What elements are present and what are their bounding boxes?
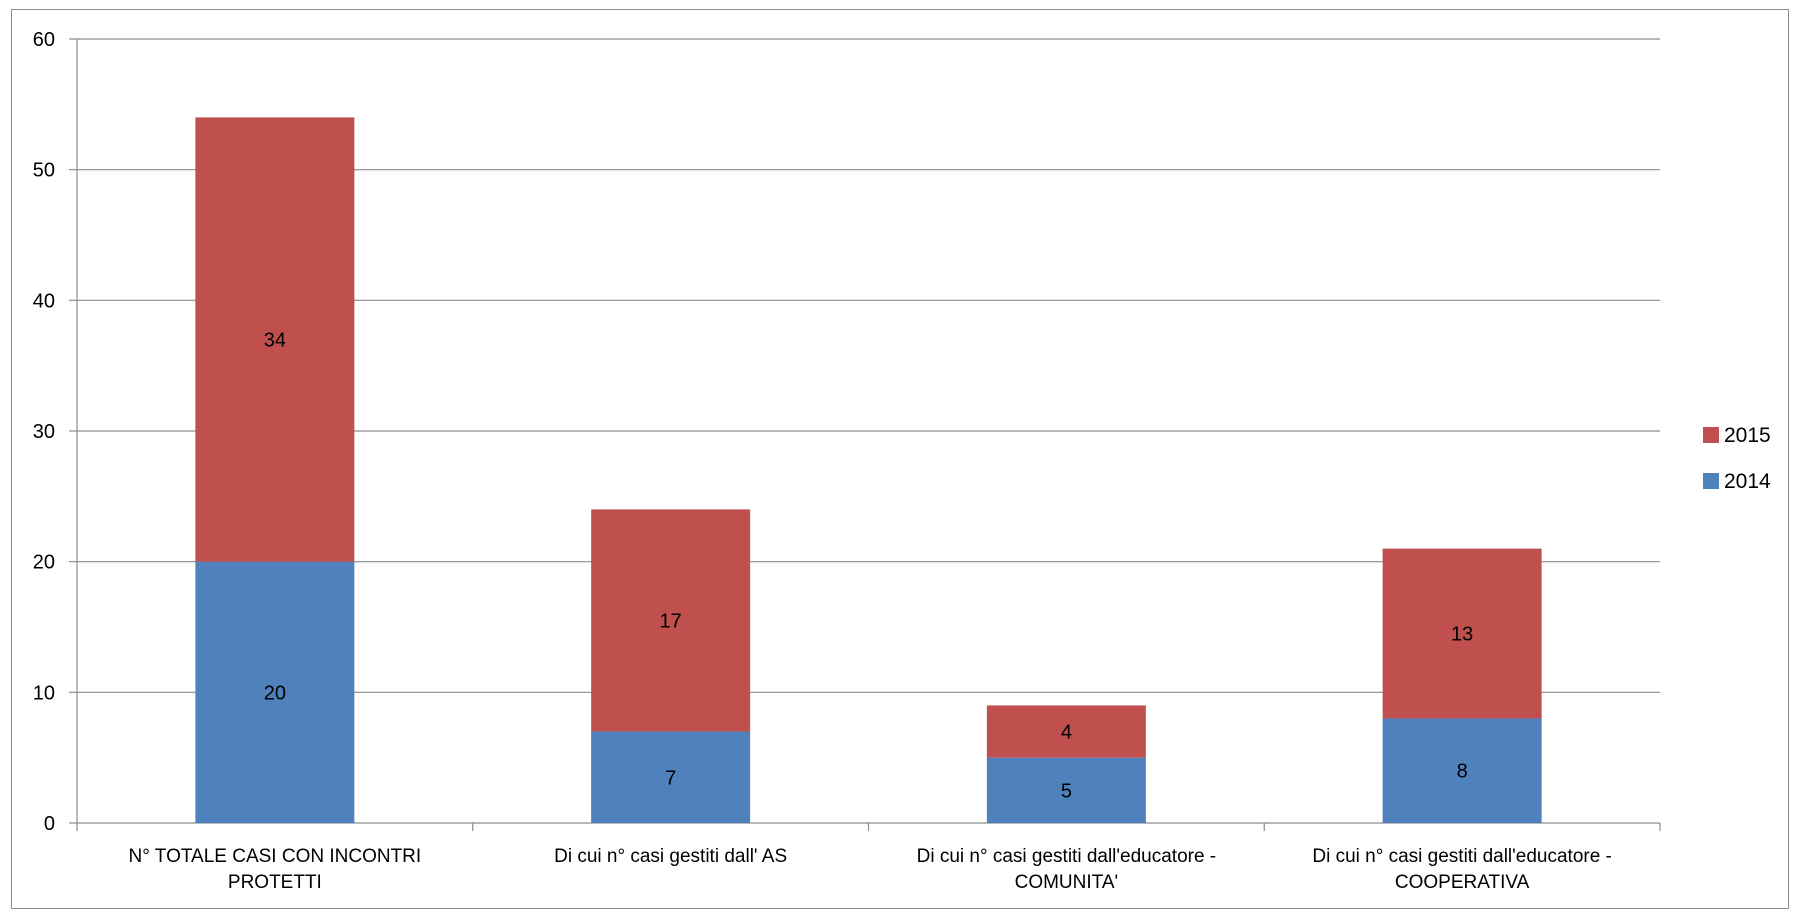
- legend-label-2014: 2014: [1724, 470, 1771, 493]
- data-label-2014-1: 20: [264, 682, 286, 704]
- legend-label-2015: 2015: [1724, 424, 1771, 447]
- x-category-label: Di cui n° casi gestiti dall'educatore -: [917, 846, 1217, 867]
- x-category-label: COMUNITA': [1015, 872, 1119, 893]
- y-tick-label: 10: [33, 682, 55, 704]
- y-tick-label: 0: [44, 813, 55, 835]
- bar-2014-3: [986, 757, 1146, 823]
- data-label-2014-4: 8: [1457, 761, 1468, 783]
- bar-2015-3: [986, 705, 1146, 758]
- data-label-2014-2: 7: [665, 767, 676, 789]
- x-category-label: PROTETTI: [228, 872, 322, 893]
- legend-swatch-2014: [1703, 473, 1719, 489]
- data-label-2015-3: 4: [1061, 722, 1072, 744]
- data-label-2015-4: 13: [1451, 624, 1473, 646]
- y-tick-label: 20: [33, 552, 55, 574]
- bar-2014-1: [195, 561, 355, 823]
- y-tick-label: 60: [33, 29, 55, 51]
- x-category-label: Di cui n° casi gestiti dall' AS: [554, 846, 787, 867]
- bar-2015-2: [591, 509, 751, 732]
- data-label-2014-3: 5: [1061, 780, 1072, 802]
- y-tick-label: 40: [33, 290, 55, 312]
- y-tick-label: 30: [33, 421, 55, 443]
- bar-2014-4: [1382, 718, 1542, 823]
- x-category-label: COOPERATIVA: [1395, 872, 1530, 893]
- bar-2014-2: [591, 731, 751, 823]
- data-label-2015-2: 17: [660, 610, 682, 632]
- bar-2015-4: [1382, 548, 1542, 719]
- legend-swatch-2015: [1703, 427, 1719, 443]
- x-category-label: Di cui n° casi gestiti dall'educatore -: [1312, 846, 1612, 867]
- data-label-2015-1: 34: [264, 330, 286, 352]
- x-category-label: N° TOTALE CASI CON INCONTRI: [129, 846, 422, 867]
- bar-2015-1: [195, 117, 355, 562]
- y-tick-label: 50: [33, 160, 55, 182]
